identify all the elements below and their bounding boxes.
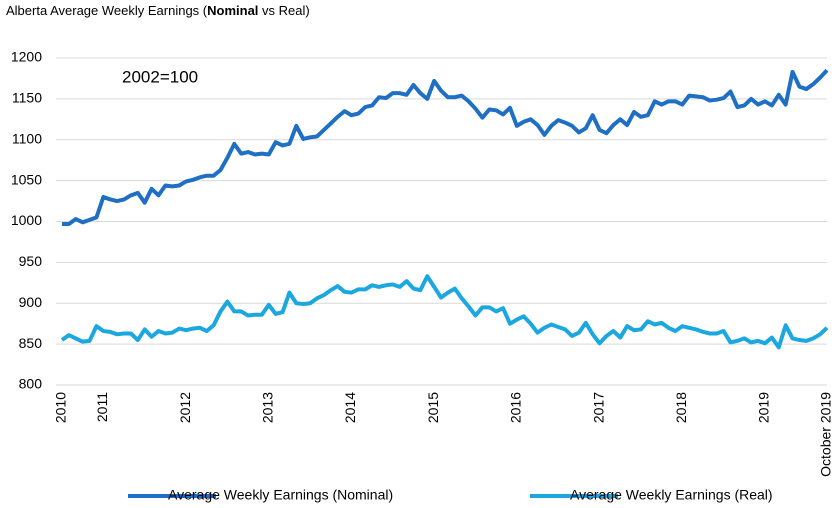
y-tick-label: 800 bbox=[19, 376, 43, 392]
x-tick-label: 2018 bbox=[673, 392, 689, 423]
y-tick-label: 900 bbox=[19, 294, 43, 310]
x-tick-label: 2015 bbox=[425, 392, 441, 423]
y-tick-label: 950 bbox=[19, 253, 43, 269]
title-part: Nominal bbox=[207, 3, 258, 18]
x-tick-label: 2013 bbox=[259, 392, 275, 423]
x-tick-label: 2014 bbox=[342, 392, 358, 423]
legend-label: Average Weekly Earnings (Nominal) bbox=[168, 487, 393, 503]
y-tick-label: 1100 bbox=[12, 130, 42, 146]
title-part: Alberta Average Weekly Earnings ( bbox=[6, 3, 208, 18]
x-tick-label: 2017 bbox=[590, 392, 606, 423]
x-tick-label: October 2019 bbox=[818, 392, 834, 477]
y-tick-label: 1150 bbox=[12, 90, 42, 106]
x-tick-label: 2011 bbox=[94, 392, 110, 422]
x-tick-label: 2012 bbox=[177, 392, 193, 423]
legend-label: Average Weekly Earnings (Real) bbox=[570, 487, 773, 503]
x-tick-label: 2016 bbox=[508, 392, 524, 423]
x-tick-label: 2019 bbox=[756, 392, 772, 423]
chart-title: Alberta Average Weekly Earnings (Nominal… bbox=[6, 3, 310, 18]
y-tick-label: 1200 bbox=[11, 49, 42, 65]
series-line bbox=[60, 274, 829, 350]
series-line bbox=[62, 68, 829, 226]
y-tick-label: 1050 bbox=[11, 171, 42, 187]
title-part: vs Real) bbox=[258, 3, 309, 18]
y-tick-label: 1000 bbox=[11, 212, 42, 228]
x-tick-label: 2010 bbox=[53, 392, 69, 423]
annotation: 2002=100 bbox=[122, 67, 198, 86]
y-tick-label: 850 bbox=[19, 335, 43, 351]
